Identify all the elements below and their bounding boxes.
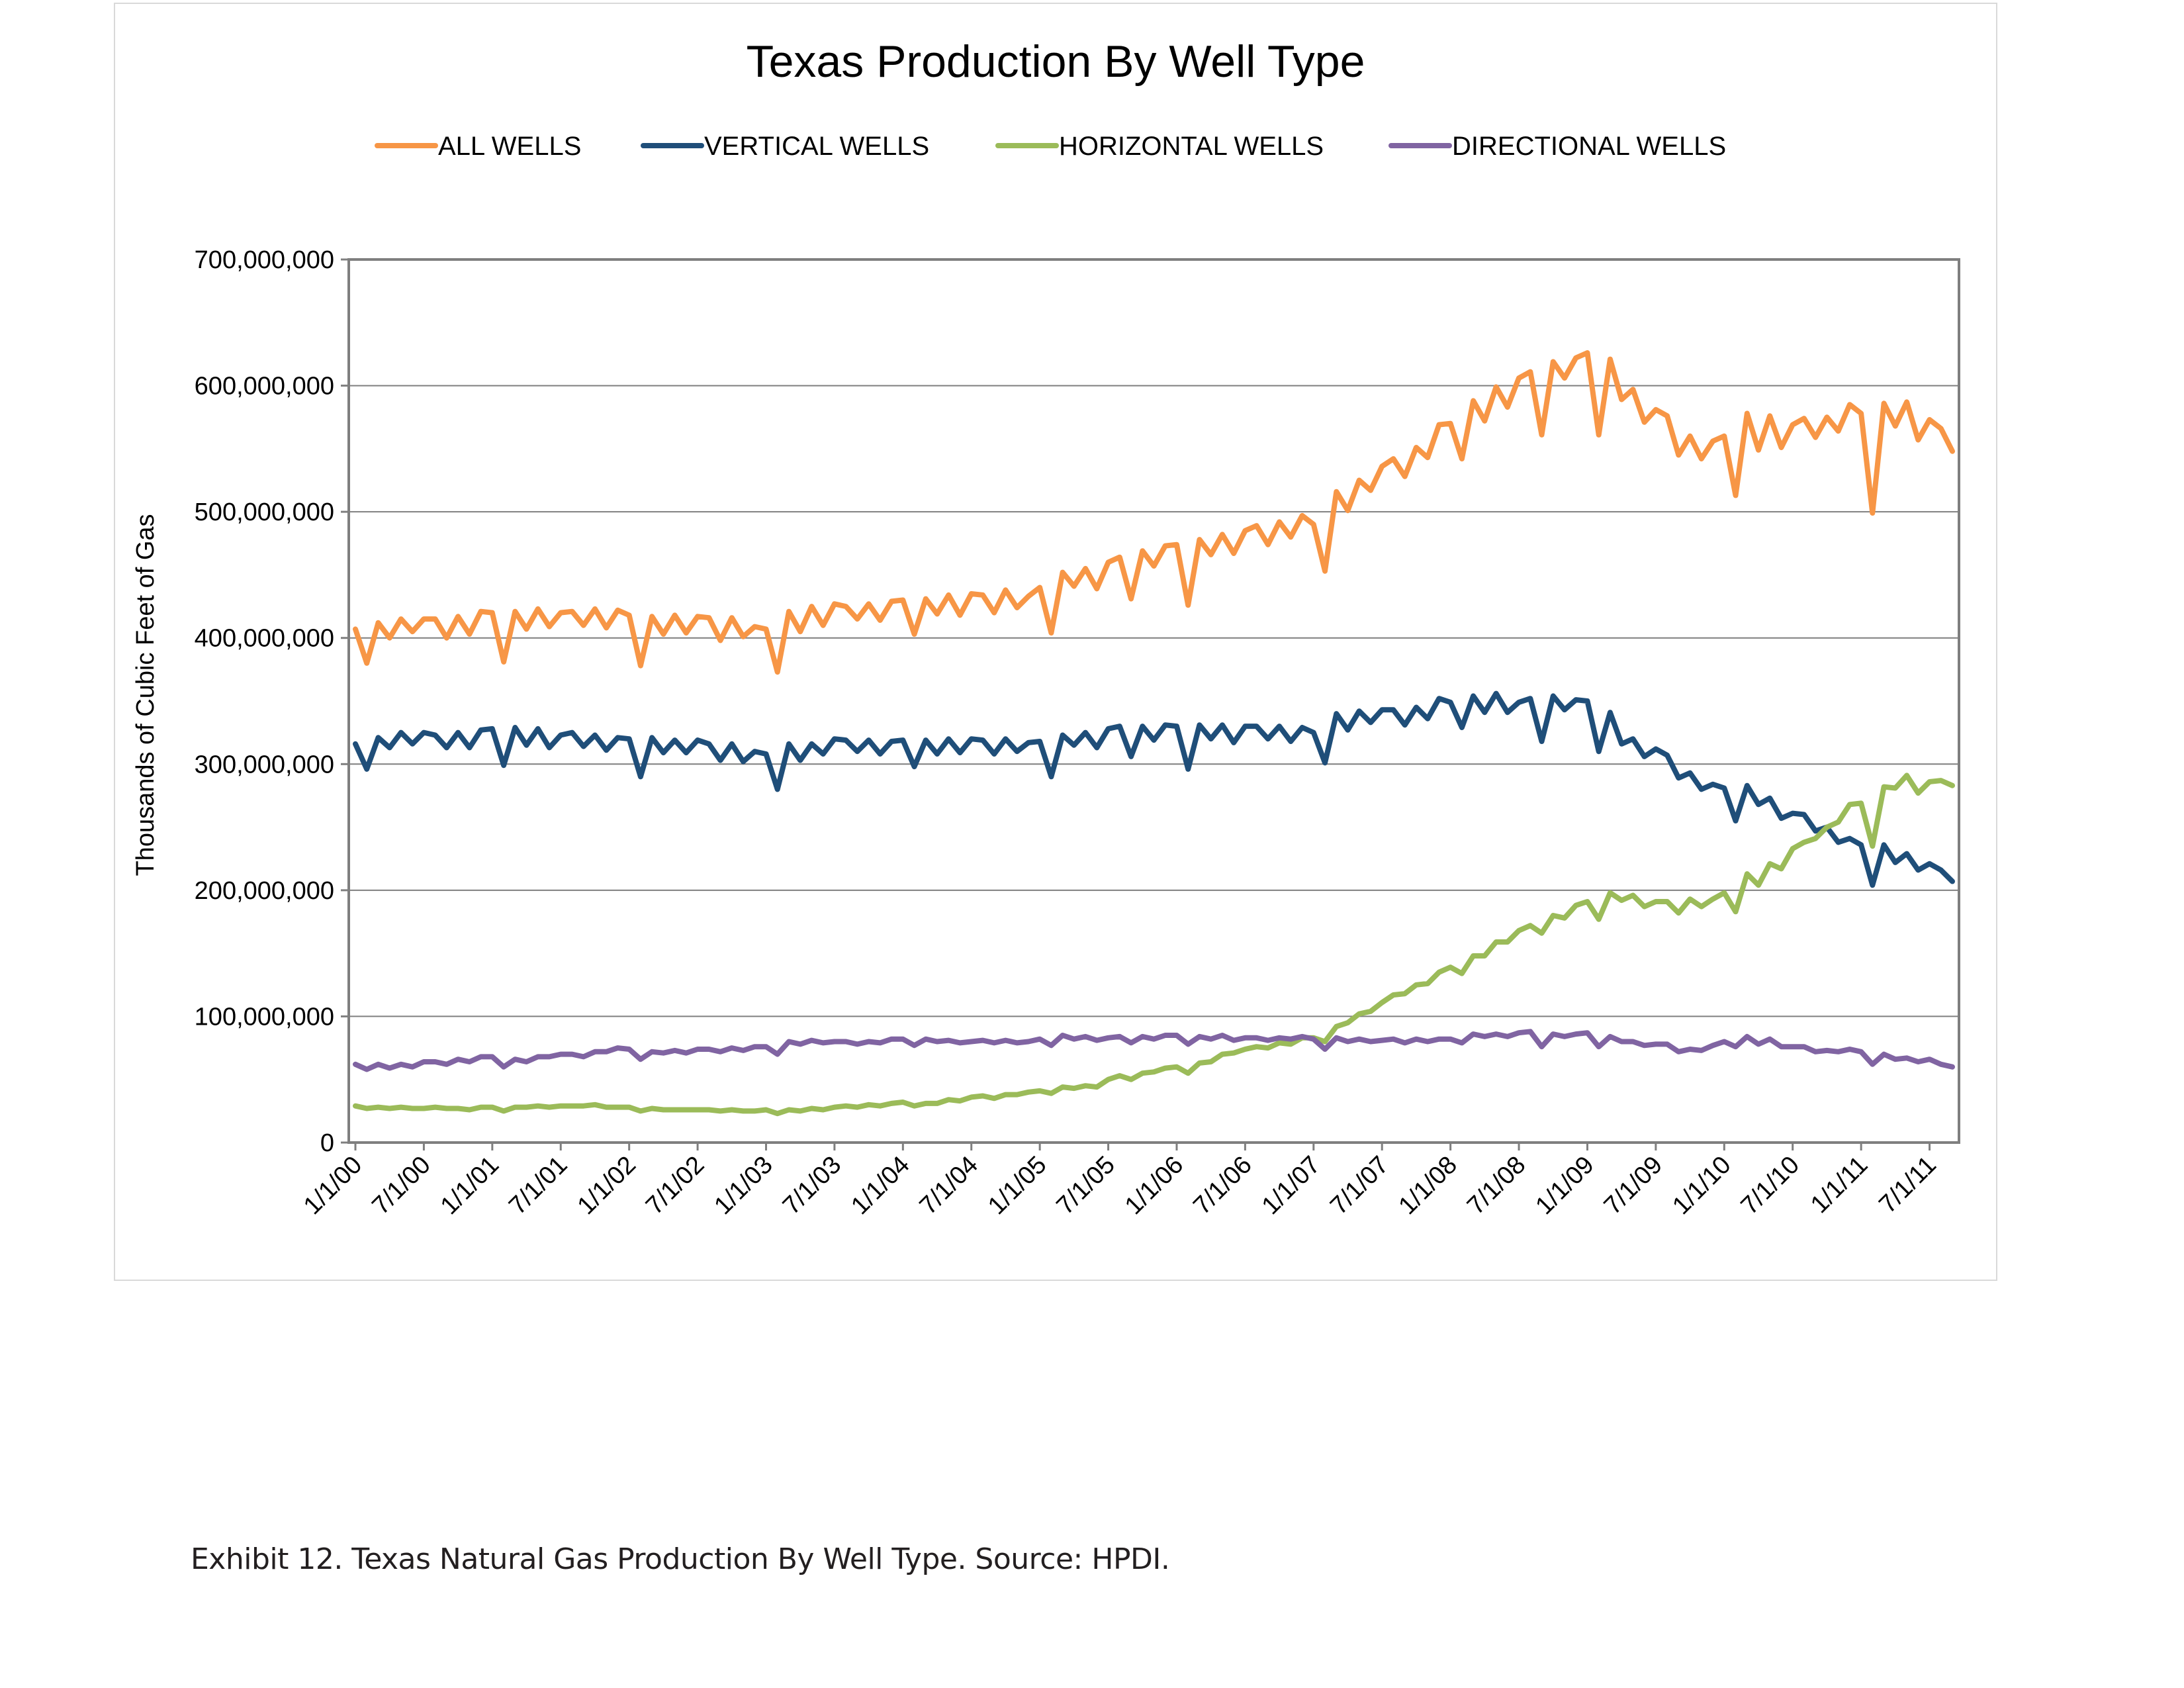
- x-tick-label: 7/1/03: [778, 1151, 846, 1220]
- x-tick-label: 7/1/08: [1462, 1151, 1531, 1220]
- x-tick-label: 7/1/06: [1188, 1151, 1257, 1220]
- x-tick-label: 1/1/09: [1530, 1151, 1599, 1220]
- x-tick-label: 1/1/02: [572, 1151, 641, 1220]
- x-tick-label: 7/1/01: [504, 1151, 572, 1220]
- x-tick-label: 1/1/07: [1257, 1151, 1326, 1220]
- y-axis-label: Thousands of Cubic Feet of Gas: [132, 514, 159, 876]
- series-line-horizontal-wells: [353, 773, 1955, 1117]
- y-tick-label: 600,000,000: [195, 373, 334, 400]
- chart-frame: [114, 3, 1997, 1281]
- x-tick-label: 1/1/01: [435, 1151, 504, 1220]
- x-tick-label: 7/1/05: [1052, 1151, 1120, 1220]
- legend-label: HORIZONTAL WELLS: [1059, 132, 1324, 161]
- series-line-directional-wells: [353, 1029, 1955, 1072]
- series-line-all-wells: [353, 350, 1955, 675]
- series-line-vertical-wells: [353, 690, 1955, 888]
- y-tick-label: 200,000,000: [195, 877, 334, 905]
- chart-title: Texas Production By Well Type: [747, 36, 1365, 87]
- series-lines: [353, 350, 1955, 1117]
- legend-label: DIRECTIONAL WELLS: [1452, 132, 1726, 161]
- figure-caption: Exhibit 12. Texas Natural Gas Production…: [191, 1542, 1170, 1576]
- x-tick-label: 7/1/09: [1599, 1151, 1668, 1220]
- x-tick-label: 7/1/11: [1874, 1151, 1941, 1219]
- gridlines: [349, 385, 1959, 1017]
- x-axis-ticks: 1/1/00 7/1/00 1/1/01 7/1/01 1/1/02 7/1/02 1/1/…: [298, 1143, 1942, 1220]
- y-tick-label: 400,000,000: [195, 625, 334, 653]
- legend: ALL WELLS VERTICAL WELLS HORIZONTAL WELLS D…: [375, 132, 1726, 161]
- x-tick-label: 7/1/02: [641, 1151, 709, 1220]
- y-tick-label: 300,000,000: [195, 751, 334, 778]
- x-tick-label: 1/1/00: [298, 1151, 367, 1220]
- y-axis-ticks: 0 100,000,000 200,000,000 300,000,000 400,00…: [195, 246, 349, 1157]
- x-tick-label: 7/1/07: [1325, 1151, 1394, 1220]
- x-tick-label: 1/1/06: [1120, 1151, 1189, 1220]
- x-tick-label: 1/1/10: [1667, 1151, 1736, 1220]
- y-tick-label: 500,000,000: [195, 498, 334, 526]
- y-tick-label: 0: [320, 1129, 334, 1157]
- x-tick-label: 1/1/03: [709, 1151, 778, 1220]
- x-tick-label: 7/1/00: [367, 1151, 435, 1220]
- y-tick-label: 100,000,000: [195, 1003, 334, 1031]
- y-tick-label: 700,000,000: [195, 246, 334, 274]
- x-tick-label: 7/1/10: [1736, 1151, 1805, 1220]
- x-tick-label: 1/1/05: [983, 1151, 1052, 1220]
- x-tick-label: 1/1/08: [1394, 1151, 1463, 1220]
- legend-label: VERTICAL WELLS: [704, 132, 929, 161]
- x-tick-label: 1/1/11: [1805, 1151, 1873, 1219]
- x-tick-label: 1/1/04: [846, 1151, 915, 1220]
- plot-area-border: [347, 258, 1960, 1144]
- legend-label: ALL WELLS: [438, 132, 581, 161]
- x-tick-label: 7/1/04: [915, 1151, 983, 1220]
